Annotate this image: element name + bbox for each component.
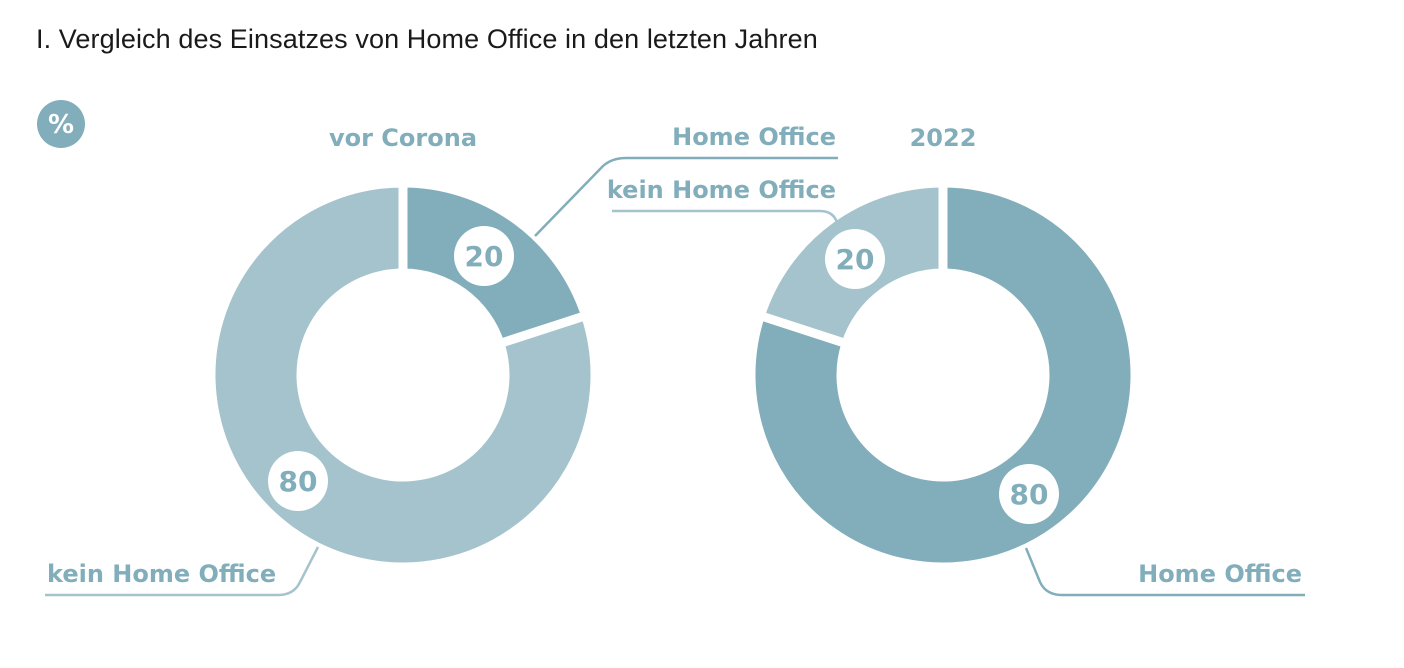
leader-line-vor-corona-kein-home-office [45, 546, 320, 597]
value-badge-vor-corona-home-office: 20 [454, 226, 514, 286]
percent-badge: % [37, 100, 85, 148]
value-label-2022-kein-home-office: 20 [836, 243, 875, 276]
percent-badge-label: % [48, 110, 74, 140]
leader-line-vor-corona-home-office [534, 156, 838, 237]
value-badge-2022-home-office: 80 [999, 464, 1059, 524]
page-title: I. Vergleich des Einsatzes von Home Offi… [36, 24, 818, 54]
value-badge-2022-kein-home-office: 20 [825, 229, 885, 289]
value-label-vor-corona-kein-home-office: 80 [279, 465, 318, 498]
label-vor-corona-kein-home-office: kein Home Office [47, 560, 276, 588]
value-label-vor-corona-home-office: 20 [465, 240, 504, 273]
value-label-2022-home-office: 80 [1010, 478, 1049, 511]
label-2022-kein-home-office: kein Home Office [607, 176, 836, 204]
label-vor-corona-home-office: Home Office [672, 123, 836, 151]
leader-line-2022-home-office [1024, 547, 1305, 597]
leader-line-2022-kein-home-office [612, 209, 840, 227]
donut-vor-corona [206, 178, 600, 572]
chart-title-vor-corona: vor Corona [329, 124, 477, 152]
donut-2022 [746, 178, 1140, 572]
chart-title-2022: 2022 [910, 124, 977, 152]
value-badge-vor-corona-kein-home-office: 80 [268, 451, 328, 511]
percent-badge-circle [37, 100, 85, 148]
label-2022-home-office: Home Office [1138, 560, 1302, 588]
